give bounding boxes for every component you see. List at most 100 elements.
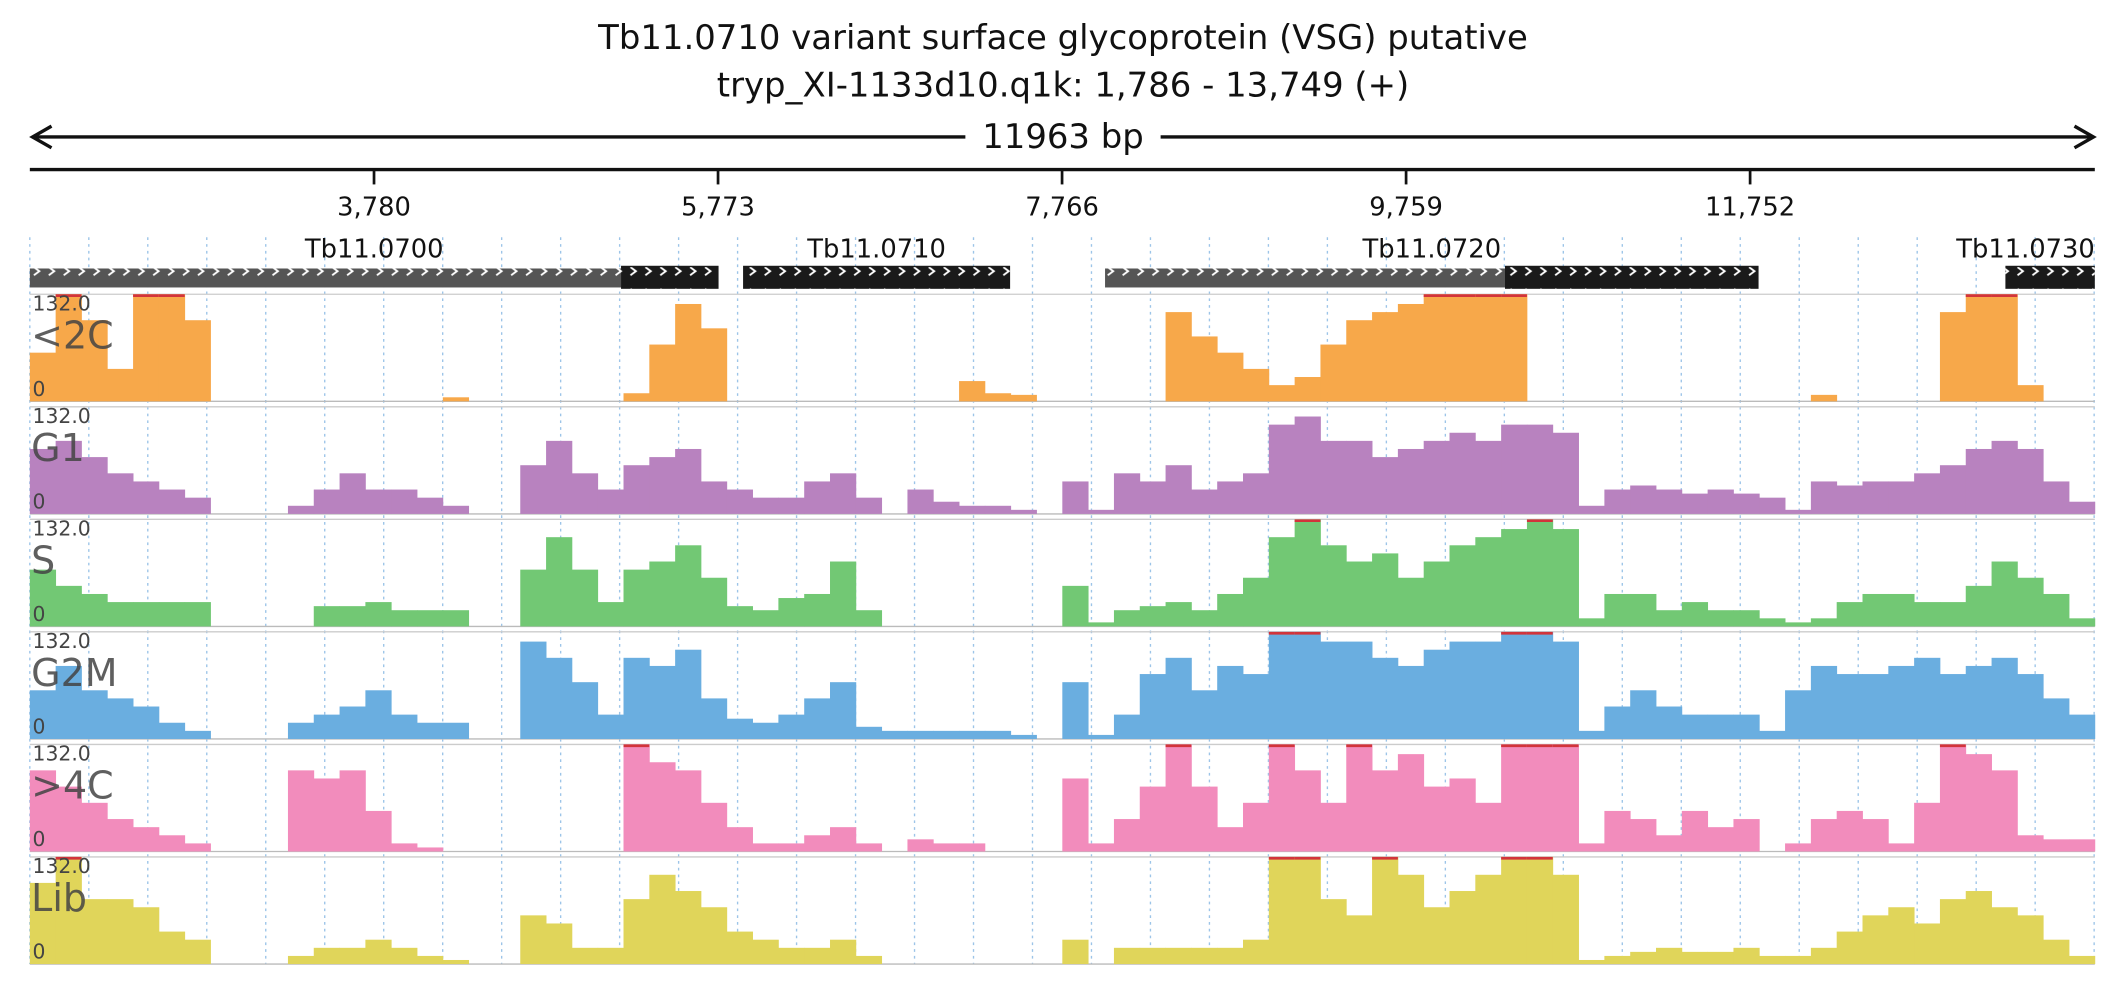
coverage-bar (442, 959, 470, 965)
coverage-bar (1707, 714, 1734, 739)
coverage-bar (158, 489, 186, 514)
coverage-bar (2069, 714, 2096, 739)
coverage-bar (1139, 674, 1166, 739)
coverage-bar (1113, 610, 1141, 627)
coverage-bar (597, 489, 624, 514)
coverage-bar (726, 718, 753, 739)
coverage-bar (1759, 618, 1786, 627)
coverage-bar (133, 706, 160, 739)
coverage-bar (339, 770, 366, 852)
coverage-bar (959, 505, 986, 514)
coverage-bar (1397, 303, 1425, 402)
coverage-bar (2069, 618, 2096, 627)
coverage-bar (649, 457, 676, 514)
coverage-bar (1165, 947, 1192, 965)
coverage-bar (1449, 294, 1476, 402)
coverage-bar (1243, 802, 1270, 852)
coverage-bar (1526, 424, 1554, 514)
coverage-bar (1578, 959, 1605, 965)
coverage-bar (1552, 432, 1579, 514)
coverage-bar (184, 939, 211, 965)
coverage-bar (29, 770, 57, 852)
coverage-bar (1836, 810, 1863, 852)
coverage-bar (1139, 481, 1166, 514)
coverage-bar (1062, 585, 1089, 627)
coverage-bar (778, 947, 805, 965)
coverage-bar (2043, 481, 2070, 514)
coverage-bar (1475, 294, 1502, 402)
coverage-bar (1501, 631, 1528, 739)
coverage-bar (1526, 856, 1554, 965)
coverage-bar (442, 397, 470, 402)
coverage-bar (1062, 778, 1089, 852)
coverage-bar (1785, 843, 1812, 852)
coverage-bar (1526, 631, 1554, 739)
coverage-bar (1217, 665, 1244, 739)
coverage-bar (313, 489, 340, 514)
coverage-bar (1759, 497, 1786, 514)
coverage-bar (907, 839, 934, 852)
coverage-bar (1088, 622, 1115, 627)
coverage-bar (1113, 473, 1141, 514)
track-name: <2C (31, 313, 113, 357)
coverage-bar (29, 690, 57, 739)
coverage-bar (1191, 610, 1218, 627)
coverage-bar (1991, 561, 2018, 627)
coverage-bar (1862, 819, 1889, 852)
coverage-bar (391, 610, 418, 627)
coverage-bar (1165, 312, 1192, 402)
coverage-bar (1268, 744, 1296, 852)
coverage-bar (700, 577, 728, 627)
coverage-bar (339, 606, 366, 627)
coverage-bar (1268, 856, 1296, 965)
guide-lines (29, 237, 2095, 965)
coverage-bar (1217, 827, 1244, 852)
coverage-bar (1759, 955, 1786, 965)
coverage-bar (1062, 481, 1089, 514)
coverage-bar (1165, 657, 1192, 739)
coverage-bar (1191, 489, 1218, 514)
coverage-bar (158, 722, 186, 739)
coverage-bar (881, 730, 908, 739)
coverage-bar (1939, 899, 1967, 965)
coverage-bar (1733, 610, 1760, 627)
coverage-bar (1526, 744, 1554, 852)
track-name: G1 (31, 426, 85, 470)
coverage-bar (1707, 489, 1734, 514)
coverage-bar (1578, 505, 1605, 514)
coverage-bar (55, 585, 82, 627)
coverage-bar (1320, 802, 1347, 852)
y-tick-label: 132.0 (33, 292, 91, 316)
coverage-bar (365, 939, 392, 965)
coverage-bar (778, 714, 805, 739)
coverage-bar (778, 598, 805, 627)
coverage-bar (597, 947, 624, 965)
coverage-bar (1501, 744, 1528, 852)
coverage-bar (1423, 294, 1450, 402)
coverage-bar (1965, 585, 1992, 627)
coverage-bar (546, 657, 573, 739)
coverage-bar (417, 497, 444, 514)
coverage-bar (1888, 843, 1915, 852)
subtitle: tryp_XI-1133d10.q1k: 1,786 - 13,749 (+) (717, 65, 1409, 104)
coverage-bar (55, 665, 82, 739)
coverage-bar (442, 610, 470, 627)
coverage-bar (1062, 682, 1089, 739)
coverage-bar (1475, 537, 1502, 627)
coverage-bar (1475, 802, 1502, 852)
y-tick-label: 132.0 (33, 742, 91, 766)
coverage-bar (1320, 899, 1347, 965)
coverage-bar (1501, 294, 1528, 402)
coverage-bar (1449, 641, 1476, 739)
coverage-bar (933, 501, 960, 514)
coverage-bar (933, 730, 960, 739)
coverage-bar (855, 726, 883, 739)
coverage-bar (520, 915, 547, 965)
coverage-bar (1630, 485, 1657, 514)
coverage-bar (2043, 698, 2070, 739)
coverage-bar (313, 606, 340, 627)
coverage-bar (1681, 810, 1709, 852)
coverage-bar (2043, 939, 2070, 965)
coverage-bar (158, 835, 186, 852)
coverage-bar (1320, 440, 1347, 514)
